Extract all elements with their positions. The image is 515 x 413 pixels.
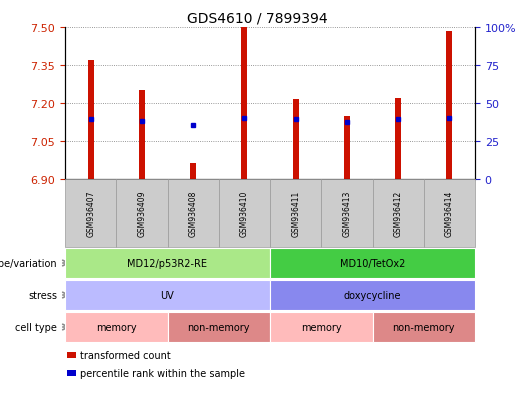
Text: GSM936414: GSM936414 [445,190,454,237]
Text: cell type: cell type [15,322,57,332]
Text: MD12/p53R2-RE: MD12/p53R2-RE [128,259,208,268]
Text: GSM936411: GSM936411 [291,190,300,237]
Text: GDS4610 / 7899394: GDS4610 / 7899394 [187,12,328,26]
Text: non-memory: non-memory [187,322,250,332]
Text: GSM936408: GSM936408 [188,190,198,237]
Text: percentile rank within the sample: percentile rank within the sample [80,368,245,378]
Bar [293,100,299,180]
Text: GSM936410: GSM936410 [240,190,249,237]
Bar [190,163,196,180]
Text: non-memory: non-memory [392,322,455,332]
Bar [447,32,453,180]
Text: UV: UV [161,290,175,300]
Text: genotype/variation: genotype/variation [0,259,57,268]
Text: GSM936413: GSM936413 [342,190,351,237]
Text: memory: memory [96,322,136,332]
Bar [344,116,350,180]
Text: GSM936407: GSM936407 [86,190,95,237]
Bar [395,99,401,180]
Bar [88,61,94,180]
Bar [139,91,145,180]
Text: doxycycline: doxycycline [344,290,401,300]
Bar [242,28,247,180]
Text: memory: memory [301,322,341,332]
Text: GSM936412: GSM936412 [393,190,403,237]
Text: GSM936409: GSM936409 [138,190,146,237]
Text: stress: stress [28,290,57,300]
Text: transformed count: transformed count [80,350,170,360]
Text: MD10/TetOx2: MD10/TetOx2 [340,259,405,268]
